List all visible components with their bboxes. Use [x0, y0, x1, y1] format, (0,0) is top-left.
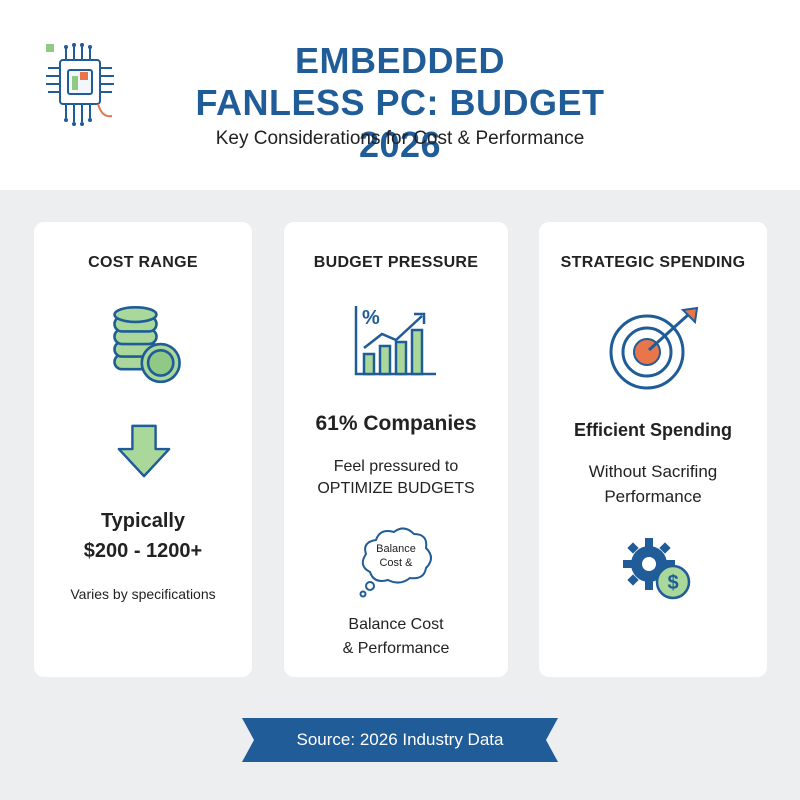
bubble-line-1: Balance	[376, 543, 416, 555]
stat-line-1: Feel pressured to	[333, 458, 459, 475]
cost-value: $200 - 1200+	[83, 540, 203, 562]
card-title: COST RANGE	[88, 254, 198, 271]
chip-icon	[46, 43, 114, 126]
title-line-1: EMBEDDED	[294, 40, 505, 81]
cost-label: Typically	[100, 510, 186, 532]
bubble-line-2: Cost &	[379, 557, 413, 569]
target-icon	[609, 306, 699, 390]
caption-line-2: & Performance	[342, 640, 450, 657]
card-budget-pressure: BUDGET PRESSURE % 61% Companies Feel pre…	[284, 222, 508, 677]
stat-line-2: OPTIMIZE BUDGETS	[317, 480, 475, 497]
stat-companies: 61% Companies	[315, 412, 477, 435]
title-line-2: FANLESS PC: BUDGET 2026	[195, 82, 605, 165]
dollar-symbol: $	[667, 572, 678, 594]
card-cost-range: COST RANGE Typically $200 - 1200+ Varies…	[34, 222, 252, 677]
percent-symbol: %	[362, 307, 380, 329]
card-title: BUDGET PRESSURE	[313, 254, 479, 271]
efficient-spending: Efficient Spending	[573, 420, 732, 440]
thought-bubble-icon: Balance Cost &	[359, 527, 432, 598]
strategy-line-2: Performance	[604, 487, 702, 506]
coin-stack-icon	[113, 305, 181, 384]
bar-chart-icon: %	[354, 306, 436, 376]
card-strategic-spending: STRATEGIC SPENDING Efficient Spending Wi…	[539, 222, 767, 677]
down-arrow-icon	[117, 424, 171, 478]
caption-line-1: Balance Cost	[348, 616, 444, 633]
source-text: Source: 2026 Industry Data	[296, 730, 504, 749]
strategy-line-1: Without Sacrifing	[588, 462, 718, 481]
source-banner	[242, 718, 558, 762]
cost-note: Varies by specifications	[70, 586, 216, 602]
page-title: EMBEDDED FANLESS PC: BUDGET 2026	[160, 40, 640, 166]
header: EMBEDDED FANLESS PC: BUDGET 2026 Key Con…	[0, 0, 800, 190]
gear-dollar-icon: $	[623, 538, 691, 600]
card-title: STRATEGIC SPENDING	[560, 254, 746, 271]
page-subtitle: Key Considerations for Cost & Performanc…	[215, 128, 585, 149]
